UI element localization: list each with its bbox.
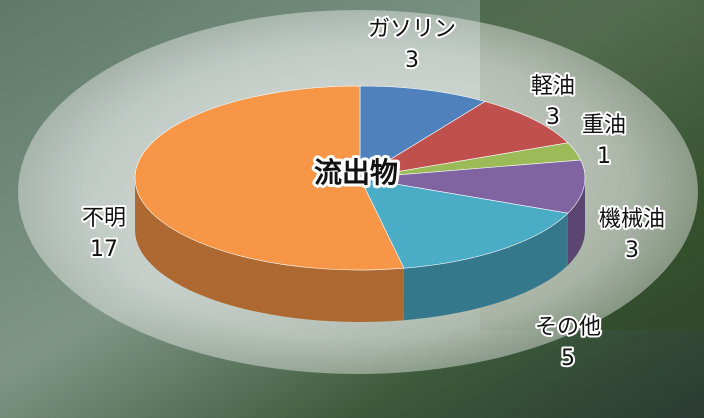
slice-value: 3 [625, 238, 639, 263]
slice [359, 85, 486, 179]
slice [359, 159, 586, 214]
slice-value: 3 [546, 105, 560, 130]
slice-side [135, 178, 404, 322]
slice-value: 1 [597, 144, 611, 169]
slice-label: 機械油 [599, 207, 665, 232]
slice-label: 軽油 [531, 74, 575, 99]
slice-label: その他 [535, 315, 601, 340]
pie [134, 85, 586, 322]
slice-label: ガソリン [368, 17, 456, 42]
slice-value: 5 [561, 346, 575, 371]
slice-label: 重油 [582, 113, 626, 138]
slice [359, 101, 569, 179]
chart-title: 流出物 [314, 156, 398, 189]
slice-value: 3 [405, 48, 419, 73]
slice [359, 177, 569, 269]
labels: ガソリン 3 軽油 3 重油 1 機械油 3 その他 5 不明 17 [80, 15, 667, 373]
slice-label: 不明 [82, 206, 126, 231]
slice-side [567, 178, 585, 266]
slice [134, 85, 405, 271]
slice-value: 17 [90, 237, 118, 262]
